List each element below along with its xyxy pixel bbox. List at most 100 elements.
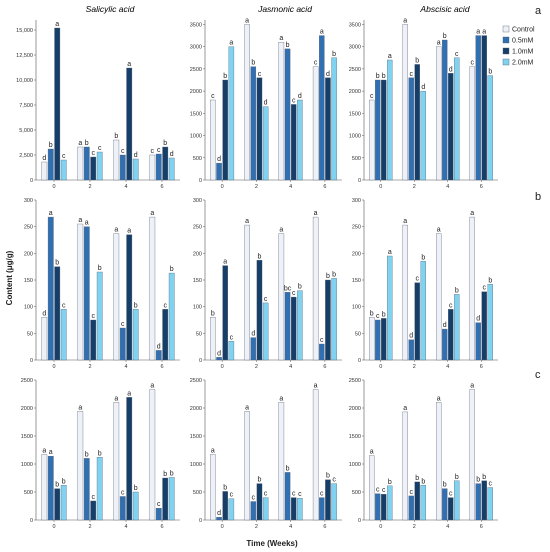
bar-10mm-week-6 bbox=[481, 480, 487, 521]
significance-letter: a bbox=[150, 383, 154, 390]
x-tick-label: 0 bbox=[221, 524, 224, 530]
significance-letter: b bbox=[211, 310, 215, 317]
x-tick-label: 6 bbox=[480, 524, 483, 530]
significance-letter: b bbox=[134, 302, 138, 309]
y-tick-label: 50 bbox=[27, 331, 33, 337]
significance-letter: c bbox=[370, 93, 374, 100]
significance-letter: d bbox=[264, 100, 268, 107]
bar-control-week-6 bbox=[149, 154, 156, 181]
bar-05mm-week-2 bbox=[250, 501, 257, 521]
bar-control-week-0 bbox=[210, 454, 216, 521]
significance-letter: c bbox=[292, 97, 296, 104]
y-tick-label: 2000 bbox=[190, 89, 202, 95]
bar-control-week-2 bbox=[77, 223, 84, 361]
bar-control-week-2 bbox=[244, 224, 250, 361]
significance-letter: c bbox=[163, 302, 167, 309]
significance-letter: b bbox=[421, 254, 425, 261]
y-tick-label: 500 bbox=[193, 490, 202, 496]
column-title-salicylic-acid: Salicylic acid bbox=[86, 4, 135, 14]
bar-control-week-6 bbox=[312, 389, 319, 521]
significance-letter: c bbox=[489, 481, 493, 488]
bar-05mm-week-2 bbox=[83, 458, 90, 521]
significance-letter: b bbox=[376, 73, 380, 80]
y-tick-label: 150 bbox=[352, 278, 361, 284]
bar-05mm-week-4 bbox=[119, 327, 126, 361]
x-tick-label: 6 bbox=[323, 524, 326, 530]
significance-letter: c bbox=[121, 148, 125, 155]
bar-10mm-week-0 bbox=[222, 79, 228, 181]
x-tick-label: 0 bbox=[221, 364, 224, 370]
bar-20mm-week-6 bbox=[168, 477, 175, 521]
bar-20mm-week-6 bbox=[331, 278, 337, 361]
y-tick-label: 2500 bbox=[190, 378, 202, 384]
bar-10mm-week-2 bbox=[90, 500, 97, 521]
significance-letter: b bbox=[455, 287, 459, 294]
bar-control-week-6 bbox=[469, 216, 475, 361]
bar-control-week-0 bbox=[41, 317, 48, 361]
x-tick-label: 6 bbox=[480, 364, 483, 370]
legend-label-20mm: 2.0mM bbox=[512, 60, 534, 67]
bar-control-week-6 bbox=[312, 216, 319, 361]
y-tick-label: 0 bbox=[199, 518, 202, 524]
significance-letter: b bbox=[55, 260, 59, 267]
y-tick-label: 3500 bbox=[190, 22, 202, 28]
bar-20mm-week-4 bbox=[132, 309, 139, 361]
significance-letter: d bbox=[157, 343, 161, 350]
significance-letter: c bbox=[332, 477, 336, 484]
bar-05mm-week-6 bbox=[319, 35, 325, 181]
bar-20mm-week-2 bbox=[420, 261, 426, 361]
legend-swatch-control bbox=[502, 25, 510, 33]
bar-control-week-0 bbox=[210, 317, 216, 361]
y-tick-label: 200 bbox=[193, 251, 202, 257]
significance-letter: b bbox=[251, 60, 255, 67]
significance-letter: a bbox=[388, 53, 392, 60]
row-label-b: b bbox=[535, 191, 541, 203]
bar-05mm-week-2 bbox=[83, 226, 90, 361]
significance-letter: c bbox=[62, 302, 66, 309]
significance-letter: c bbox=[409, 71, 413, 78]
bar-control-week-4 bbox=[113, 233, 120, 361]
significance-letter: d bbox=[326, 71, 330, 78]
bar-control-week-4 bbox=[436, 233, 442, 361]
significance-letter: b bbox=[258, 253, 262, 260]
significance-letter: d bbox=[409, 333, 413, 340]
significance-letter: b bbox=[388, 479, 392, 486]
significance-letter: a bbox=[320, 29, 324, 36]
y-tick-label: 500 bbox=[352, 490, 361, 496]
legend-label-05mm: 0.5mM bbox=[512, 38, 534, 45]
y-tick-label: 2000 bbox=[21, 406, 33, 412]
bar-control-week-4 bbox=[278, 233, 285, 361]
bar-10mm-week-2 bbox=[414, 282, 420, 361]
bar-20mm-week-2 bbox=[96, 457, 103, 521]
y-tick-label: 2500 bbox=[21, 378, 33, 384]
significance-letter: b bbox=[326, 473, 330, 480]
bar-20mm-week-2 bbox=[420, 90, 426, 181]
bar-control-week-2 bbox=[402, 411, 408, 521]
x-tick-label: 0 bbox=[52, 184, 55, 190]
bar-05mm-week-0 bbox=[47, 455, 54, 521]
significance-letter: c bbox=[157, 501, 161, 508]
bar-10mm-week-6 bbox=[162, 477, 169, 521]
y-tick-label: 150 bbox=[193, 278, 202, 284]
bar-control-week-2 bbox=[244, 411, 250, 521]
panels: 0 2,500 5,000 7,500 10,000 12,500 15,000 d b a c 0 a… bbox=[16, 17, 498, 530]
bar-control-week-0 bbox=[369, 317, 375, 361]
y-tick-label: 250 bbox=[24, 225, 33, 231]
bar-05mm-week-6 bbox=[319, 343, 325, 361]
significance-letter: a bbox=[150, 210, 154, 217]
significance-letter: c bbox=[376, 487, 380, 494]
bar-10mm-week-0 bbox=[222, 491, 228, 521]
y-tick-label: 1000 bbox=[21, 462, 33, 468]
y-tick-label: 2,500 bbox=[19, 153, 33, 159]
significance-letter: b bbox=[223, 73, 227, 80]
panel-0-0: 02,5005,0007,50010,00012,50015,000dbac0a… bbox=[16, 20, 180, 190]
bar-05mm-week-4 bbox=[119, 496, 126, 521]
bar-05mm-week-4 bbox=[442, 488, 448, 521]
y-tick-label: 2000 bbox=[349, 89, 361, 95]
significance-letter: a bbox=[223, 259, 227, 266]
significance-letter: c bbox=[91, 150, 95, 157]
significance-letter: c bbox=[62, 153, 66, 160]
bar-control-week-4 bbox=[436, 402, 442, 521]
significance-letter: b bbox=[170, 266, 174, 273]
bar-10mm-week-6 bbox=[162, 146, 169, 181]
